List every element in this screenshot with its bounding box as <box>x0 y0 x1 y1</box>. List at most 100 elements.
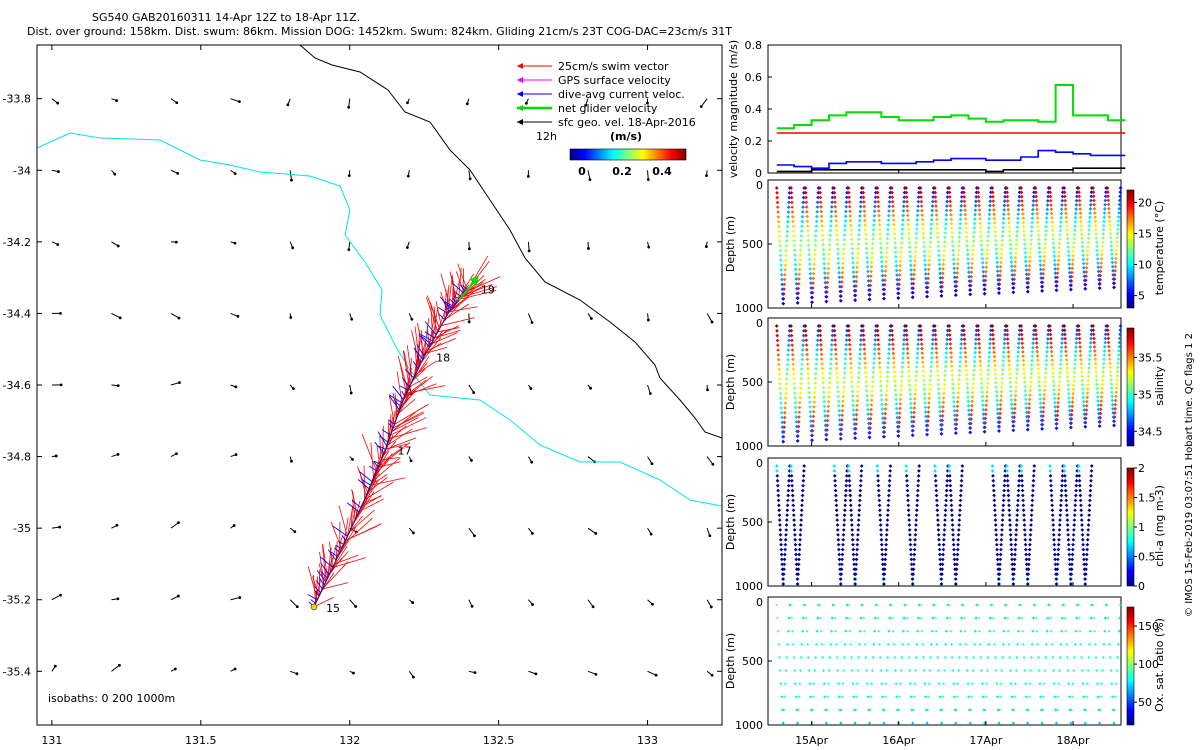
geo-velocity-arrowhead <box>115 99 118 102</box>
profile-sample <box>813 233 818 238</box>
profile-sample <box>919 199 924 204</box>
dive-avg-current-vector <box>359 471 373 482</box>
swim-vector <box>444 289 447 320</box>
map-y-tick-label: -34.8 <box>3 451 31 464</box>
swim-vector <box>377 461 401 468</box>
profile-sample <box>840 266 845 270</box>
profile-sample <box>919 195 923 199</box>
profile-sample <box>806 238 811 243</box>
profile-sample <box>945 204 949 208</box>
profile-sample <box>937 267 942 271</box>
profile-sample <box>877 227 882 232</box>
profile-sample <box>826 266 831 271</box>
legend-arrowhead <box>517 63 523 69</box>
profile-sample <box>984 269 988 274</box>
profile-sample <box>809 290 814 295</box>
dive-avg-current-vector <box>332 525 348 537</box>
profile-sample <box>811 276 816 281</box>
profile-sample <box>824 290 828 294</box>
profile-sample <box>967 270 971 275</box>
profile-sample <box>842 233 847 237</box>
dive-avg-current-vector <box>401 390 406 397</box>
figure-subtitle: Dist. over ground: 158km. Dist. swum: 86… <box>27 25 732 38</box>
swim-vector <box>385 443 410 450</box>
profile-sample <box>834 228 839 233</box>
geo-velocity-arrowhead <box>351 458 354 461</box>
swim-vector <box>427 338 456 351</box>
profile-sample <box>834 223 839 228</box>
profile-sample <box>824 299 829 304</box>
profile-sample <box>998 269 1003 273</box>
swim-vector <box>391 417 419 432</box>
profile-sample <box>822 266 827 271</box>
profile-sample <box>883 278 887 283</box>
profile-sample <box>819 219 824 223</box>
velocity-panel: 0 0.2 0.4 0.6 0.8 velocity magnitude (m/s) <box>727 39 1126 180</box>
profile-sample <box>998 273 1002 278</box>
profile-sample <box>895 286 900 291</box>
profile-colorbar <box>1126 327 1135 447</box>
geo-velocity-arrow <box>170 312 180 319</box>
profile-sample <box>869 265 874 269</box>
swim-vector <box>434 325 459 339</box>
profile-sample <box>894 268 899 273</box>
profile-sample <box>787 200 791 205</box>
profile-sample <box>982 291 987 296</box>
profile-sample <box>981 274 986 278</box>
geo-velocity-arrowhead <box>118 316 122 320</box>
profile-sample <box>958 221 963 226</box>
geo-velocity-arrow <box>647 456 653 465</box>
geo-velocity-arrowhead <box>116 597 120 601</box>
swim-vector <box>352 498 356 521</box>
profile-sample <box>869 269 874 274</box>
profile-sample <box>809 295 814 300</box>
geo-velocity-arrowhead <box>290 178 293 182</box>
geo-velocity-arrowhead <box>468 247 471 251</box>
geo-velocity-arrowhead <box>236 314 240 318</box>
profile-sample <box>783 272 787 277</box>
dive-avg-current-vector <box>388 394 403 404</box>
profile-sample <box>795 296 800 300</box>
profile-sample <box>910 281 914 286</box>
isobath-200m-line <box>37 132 722 507</box>
profile-sample <box>934 213 939 217</box>
profile-sample <box>991 203 996 208</box>
profile-sample <box>969 270 974 275</box>
swim-vector <box>363 465 366 500</box>
geo-velocity-arrow <box>647 384 651 394</box>
day-label: 17 <box>397 444 411 457</box>
profile-sample <box>806 243 811 247</box>
geo-velocity-arrowhead <box>176 171 180 175</box>
colorbar-tick-label: 0 <box>578 165 586 178</box>
dive-avg-current-vector <box>413 347 424 360</box>
profile-sample <box>900 222 905 227</box>
profile-sample <box>853 293 857 298</box>
profile-sample <box>876 199 881 204</box>
profile-sample <box>993 238 998 243</box>
geo-velocity-arrowhead <box>232 524 236 527</box>
colorbar-tick-label: 1 <box>1138 521 1145 534</box>
date-tick-label: 18Apr <box>1057 734 1091 747</box>
geo-velocity-arrow <box>587 456 595 463</box>
profile-sample <box>907 231 911 236</box>
profile-sample <box>908 254 913 259</box>
geo-velocity-arrowhead <box>350 317 354 321</box>
profile-sample <box>972 230 976 235</box>
geo-velocity-arrow <box>587 670 597 675</box>
geo-velocity-arrowhead <box>527 249 531 253</box>
profile-sample <box>869 274 873 279</box>
depth-tick-label: 500 <box>742 238 763 251</box>
profile-sample <box>965 248 970 252</box>
profile-sample <box>923 267 928 272</box>
profile-sample <box>941 258 946 262</box>
dive-avg-current-vector <box>327 549 337 561</box>
profile-sample <box>1013 260 1018 264</box>
profile-sample <box>910 286 914 291</box>
profile-sample <box>798 257 802 262</box>
geo-velocity-arrowhead <box>591 605 595 609</box>
profile-sample <box>806 228 810 233</box>
profile-sample <box>1002 212 1006 217</box>
geo-velocity-arrowhead <box>233 667 237 671</box>
depth-tick-label: 500 <box>742 516 763 529</box>
